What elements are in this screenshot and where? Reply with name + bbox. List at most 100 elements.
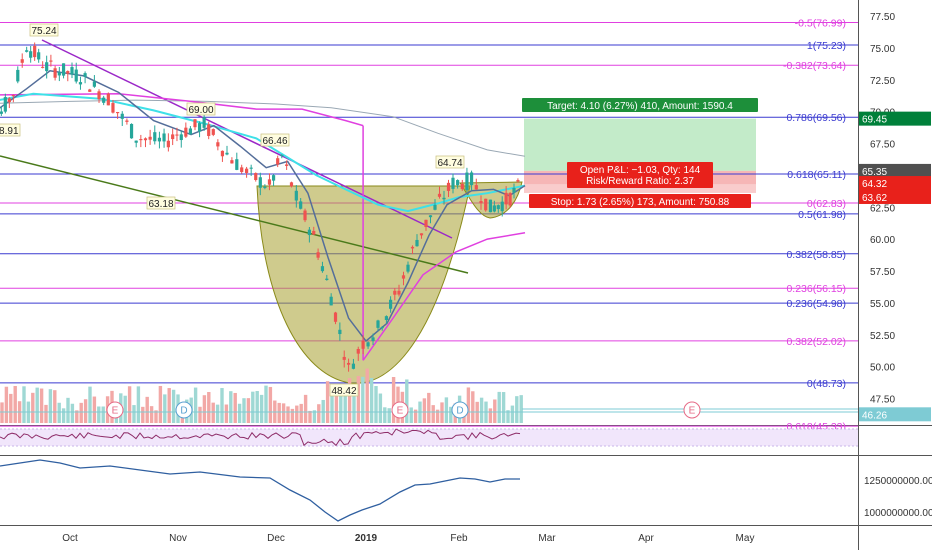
candle-body <box>484 198 488 211</box>
volume-bar <box>141 406 145 423</box>
candle-body <box>267 179 272 185</box>
candle-body <box>280 155 284 157</box>
candle-body <box>415 239 419 247</box>
candle-body <box>220 150 225 157</box>
volume-bar <box>466 387 471 423</box>
candle-body <box>320 266 325 272</box>
candle-body <box>516 180 520 182</box>
volume-bar <box>202 395 207 423</box>
volume-bar <box>391 377 396 423</box>
price-annotation-bg <box>435 155 465 169</box>
volume-bar <box>22 386 26 423</box>
candle-body <box>111 103 115 113</box>
candle-body <box>307 229 311 236</box>
event-marker-circle <box>106 401 124 419</box>
candle-body <box>240 167 244 172</box>
volume-bar <box>224 404 229 423</box>
volume-bar <box>286 406 290 423</box>
price-annotation-bg <box>186 102 216 116</box>
volume-bar <box>334 395 339 423</box>
fib-level-label: -0.5(76.99) <box>795 18 846 30</box>
candle-body <box>202 117 206 128</box>
target-label-text: Target: 4.10 (6.27%) 410, Amount: 1590.4 <box>547 101 733 112</box>
trend-line-support <box>0 155 469 274</box>
volume-bar <box>127 386 132 423</box>
candle-body <box>474 185 478 190</box>
obv-axis-tick: 1000000000.000 <box>864 508 932 519</box>
volume-bar <box>75 410 79 423</box>
price-annotation: 68.91 <box>0 123 21 137</box>
price-badge: 64.32 <box>859 176 931 191</box>
volume-bar <box>444 397 449 423</box>
event-marker-circle <box>683 401 701 419</box>
price-annotation: 64.74 <box>435 155 465 169</box>
candle-body <box>49 60 53 62</box>
price-annotation: 69.00 <box>186 102 216 116</box>
volume-bar <box>57 402 61 423</box>
event-marker-circle <box>391 401 409 419</box>
candle-body <box>245 168 249 173</box>
price-axis-tick: 55.00 <box>870 299 895 310</box>
pnl-label-bg <box>567 162 713 188</box>
candle-body <box>263 186 267 189</box>
price-axis-tick: 62.50 <box>870 203 895 214</box>
candle-body <box>389 299 393 309</box>
candle-body <box>329 296 333 306</box>
fib-level-label: 0.382(52.02) <box>786 336 846 348</box>
volume-bar <box>471 391 475 423</box>
price-axis-tick: 57.50 <box>870 267 895 278</box>
price-axis-tick: 50.00 <box>870 363 895 374</box>
rsi-band <box>0 429 858 446</box>
volume-bar <box>352 385 356 423</box>
volume-bar <box>44 404 48 423</box>
price-badge-text: 63.62 <box>862 193 887 204</box>
volume-bar <box>312 410 317 423</box>
volume-bar <box>378 393 383 423</box>
candle-body <box>356 348 360 354</box>
time-axis-tick: Mar <box>538 533 556 544</box>
volume-bar <box>264 385 268 423</box>
volume-bar <box>39 388 44 423</box>
event-marker: E <box>683 401 701 419</box>
candle-body <box>424 219 428 228</box>
ma-fast-line <box>0 70 526 343</box>
volume-bar <box>303 394 308 423</box>
time-axis-tick: May <box>736 533 755 544</box>
event-marker: E <box>391 401 409 419</box>
candle-body <box>70 67 74 75</box>
volume-bar <box>519 395 523 423</box>
volume-bar <box>290 408 295 423</box>
volume-bar <box>237 403 242 423</box>
price-annotation-text: 69.00 <box>188 105 213 116</box>
price-badge-bg <box>859 176 931 191</box>
price-badge-bg <box>859 407 931 422</box>
candle-body <box>428 215 433 218</box>
candle-body <box>303 210 307 221</box>
price-annotation-text: 63.18 <box>148 199 173 210</box>
volume-bar <box>92 396 97 423</box>
candle-body <box>92 81 96 87</box>
price-annotation-text: 64.74 <box>437 158 462 169</box>
volume-bar <box>171 389 176 423</box>
price-badge: 46.26 <box>859 407 931 422</box>
price-annotation: 63.18 <box>146 196 176 210</box>
volume-bar <box>48 389 53 423</box>
candle-body <box>397 290 401 295</box>
event-marker-text: E <box>397 406 404 417</box>
volume-bar <box>259 394 264 423</box>
candle-body <box>57 72 61 76</box>
event-marker-text: D <box>456 406 463 417</box>
price-annotation-text: 66.46 <box>262 136 287 147</box>
candle-body <box>106 93 110 106</box>
candle-body <box>175 134 179 136</box>
candle-body <box>97 91 101 100</box>
candle-body <box>3 97 7 112</box>
candle-body <box>166 140 170 148</box>
event-marker-text: E <box>689 406 696 417</box>
time-axis-tick: Apr <box>638 533 654 544</box>
candle-body <box>25 50 29 52</box>
fib-level-label: 0.786(69.56) <box>786 112 846 124</box>
candle-body <box>312 230 316 235</box>
volume-bar <box>136 386 141 423</box>
